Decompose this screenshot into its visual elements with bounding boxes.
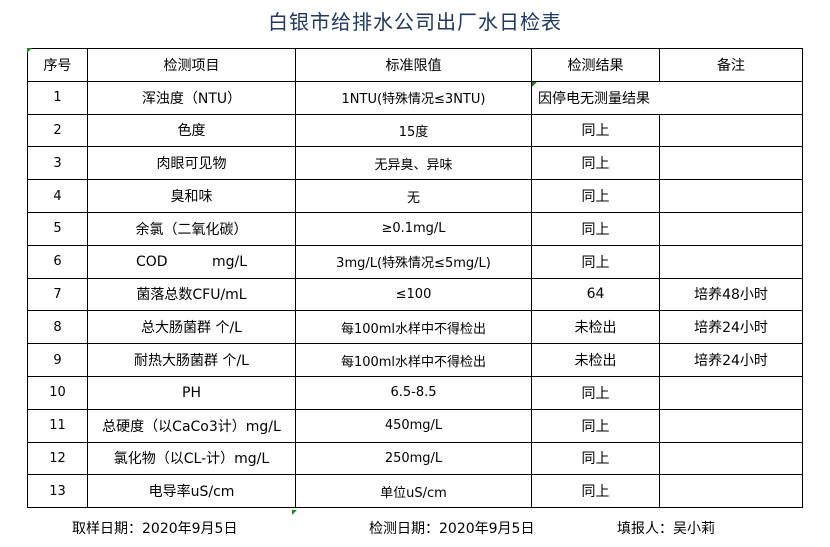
cell-marker — [532, 82, 537, 87]
header-limit: 标准限值 — [295, 48, 532, 82]
cell-limit: 450mg/L — [295, 408, 532, 443]
sample-date: 取样日期：2020年9月5日 — [72, 521, 238, 537]
cell-note: 培养24小时 — [659, 310, 803, 345]
cell-item: 浑浊度（NTU） — [87, 80, 296, 115]
cell-limit: ≤100 — [295, 277, 532, 312]
cell-note — [659, 441, 803, 476]
header-row: 序号 检测项目 标准限值 检测结果 备注 — [27, 48, 803, 82]
cell-no: 4 — [27, 179, 88, 213]
cell-limit: 无 — [295, 179, 532, 213]
cell-item: COD mg/L — [87, 244, 296, 279]
cell-limit: ≥0.1mg/L — [295, 211, 532, 246]
cell-item: 总硬度（以CaCo3计）mg/L — [87, 408, 296, 443]
cell-result: 同上 — [531, 375, 660, 410]
cell-note — [659, 474, 803, 509]
cell-note — [659, 211, 803, 246]
table-row: 11 总硬度（以CaCo3计）mg/L 450mg/L 同上 — [27, 408, 803, 443]
cell-result: 同上 — [531, 474, 660, 509]
cell-no: 7 — [27, 277, 88, 312]
cell-no: 6 — [27, 244, 88, 279]
cell-result: 同上 — [531, 146, 660, 181]
cell-limit: 1NTU(特殊情况≤3NTU) — [295, 80, 532, 115]
cell-result: 同上 — [531, 211, 660, 246]
cell-result: 同上 — [531, 179, 660, 213]
table-row: 5 余氯（二氧化碳） ≥0.1mg/L 同上 — [27, 211, 803, 246]
cell-note — [659, 244, 803, 279]
cell-no: 2 — [27, 113, 88, 148]
table-row: 10 PH 6.5-8.5 同上 — [27, 375, 803, 410]
table-row: 2 色度 15度 同上 — [27, 113, 803, 148]
cell-limit: 250mg/L — [295, 441, 532, 476]
inspection-table: 序号 检测项目 标准限值 检测结果 备注 1 浑浊度（NTU） 1NTU(特殊情况≤… — [27, 48, 803, 509]
cell-result: 同上 — [531, 244, 660, 279]
cell-item: 色度 — [87, 113, 296, 148]
cell-note — [659, 113, 803, 148]
cell-limit: 15度 — [295, 113, 532, 148]
cell-no: 11 — [27, 408, 88, 443]
cell-result: 因停电无测量结果 — [531, 80, 803, 115]
cell-limit: 每100ml水样中不得检出 — [295, 343, 532, 377]
page-title: 白银市给排水公司出厂水日检表 — [268, 10, 562, 34]
cell-no: 13 — [27, 474, 88, 509]
cell-limit: 3mg/L(特殊情况≤5mg/L) — [295, 244, 532, 279]
cell-result: 同上 — [531, 113, 660, 148]
cell-item: 余氯（二氧化碳） — [87, 211, 296, 246]
cell-marker — [27, 48, 32, 53]
cell-limit: 每100ml水样中不得检出 — [295, 310, 532, 345]
cell-result: 同上 — [531, 441, 660, 476]
cell-limit: 单位uS/cm — [295, 474, 532, 509]
cell-item: 总大肠菌群 个/L — [87, 310, 296, 345]
cell-no: 8 — [27, 310, 88, 345]
cell-item: 氯化物（以CL-计）mg/L — [87, 441, 296, 476]
cell-result: 64 — [531, 277, 660, 312]
table-row: 13 电导率uS/cm 单位uS/cm 同上 — [27, 474, 803, 509]
cell-note: 培养24小时 — [659, 343, 803, 377]
cell-item: 臭和味 — [87, 179, 296, 213]
table-row: 7 菌落总数CFU/mL ≤100 64 培养48小时 — [27, 277, 803, 312]
header-item: 检测项目 — [87, 48, 296, 82]
table-row: 1 浑浊度（NTU） 1NTU(特殊情况≤3NTU) 因停电无测量结果 — [27, 80, 803, 115]
cell-marker — [292, 510, 297, 515]
cell-result: 未检出 — [531, 343, 660, 377]
cell-note — [659, 375, 803, 410]
table-row: 6 COD mg/L 3mg/L(特殊情况≤5mg/L) 同上 — [27, 244, 803, 279]
cell-item: 电导率uS/cm — [87, 474, 296, 509]
header-note: 备注 — [659, 48, 803, 82]
cell-no: 10 — [27, 375, 88, 410]
test-date: 检测日期：2020年9月5日 — [369, 521, 535, 537]
cell-note — [659, 179, 803, 213]
cell-note: 培养48小时 — [659, 277, 803, 312]
cell-no: 3 — [27, 146, 88, 181]
cell-no: 12 — [27, 441, 88, 476]
cell-no: 5 — [27, 211, 88, 246]
cell-item: 耐热大肠菌群 个/L — [87, 343, 296, 377]
cell-no: 1 — [27, 80, 88, 115]
table-row: 9 耐热大肠菌群 个/L 每100ml水样中不得检出 未检出 培养24小时 — [27, 343, 803, 377]
table-row: 3 肉眼可见物 无异臭、异味 同上 — [27, 146, 803, 181]
cell-result: 同上 — [531, 408, 660, 443]
cell-result: 未检出 — [531, 310, 660, 345]
cell-note — [659, 146, 803, 181]
cell-limit: 无异臭、异味 — [295, 146, 532, 181]
table-row: 8 总大肠菌群 个/L 每100ml水样中不得检出 未检出 培养24小时 — [27, 310, 803, 345]
cell-no: 9 — [27, 343, 88, 377]
header-result: 检测结果 — [531, 48, 660, 82]
cell-item: PH — [87, 375, 296, 410]
header-no: 序号 — [27, 48, 88, 82]
cell-note — [659, 408, 803, 443]
cell-item: 肉眼可见物 — [87, 146, 296, 181]
table-row: 12 氯化物（以CL-计）mg/L 250mg/L 同上 — [27, 441, 803, 476]
reporter: 填报人：吴小莉 — [617, 521, 715, 537]
cell-item: 菌落总数CFU/mL — [87, 277, 296, 312]
cell-limit: 6.5-8.5 — [295, 375, 532, 410]
table-row: 4 臭和味无同上 — [27, 179, 803, 213]
